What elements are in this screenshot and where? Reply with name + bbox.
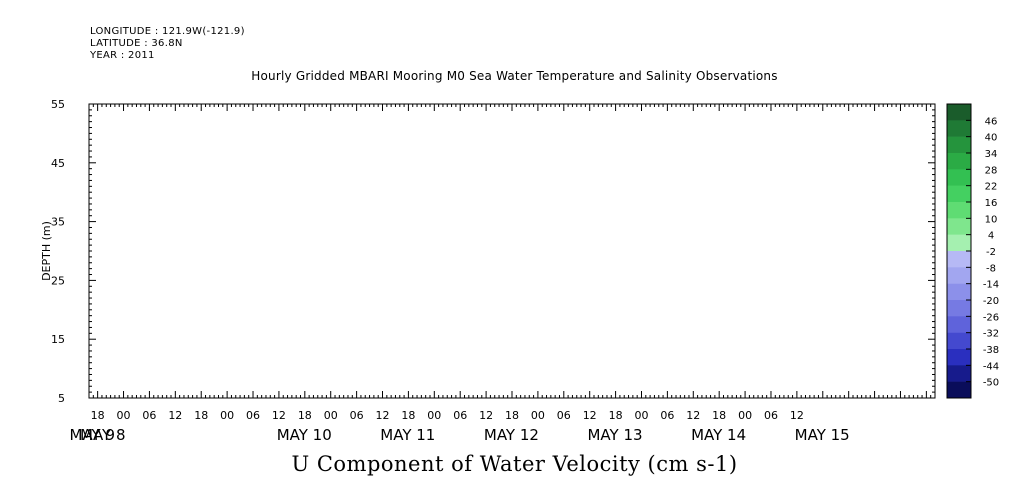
longitude-label: LONGITUDE : 121.9W(-121.9)	[90, 26, 245, 37]
year-label: YEAR : 2011	[90, 50, 155, 61]
chart-title: Hourly Gridded MBARI Mooring M0 Sea Wate…	[251, 69, 778, 83]
latitude-label: LATITUDE : 36.8N	[90, 38, 183, 49]
